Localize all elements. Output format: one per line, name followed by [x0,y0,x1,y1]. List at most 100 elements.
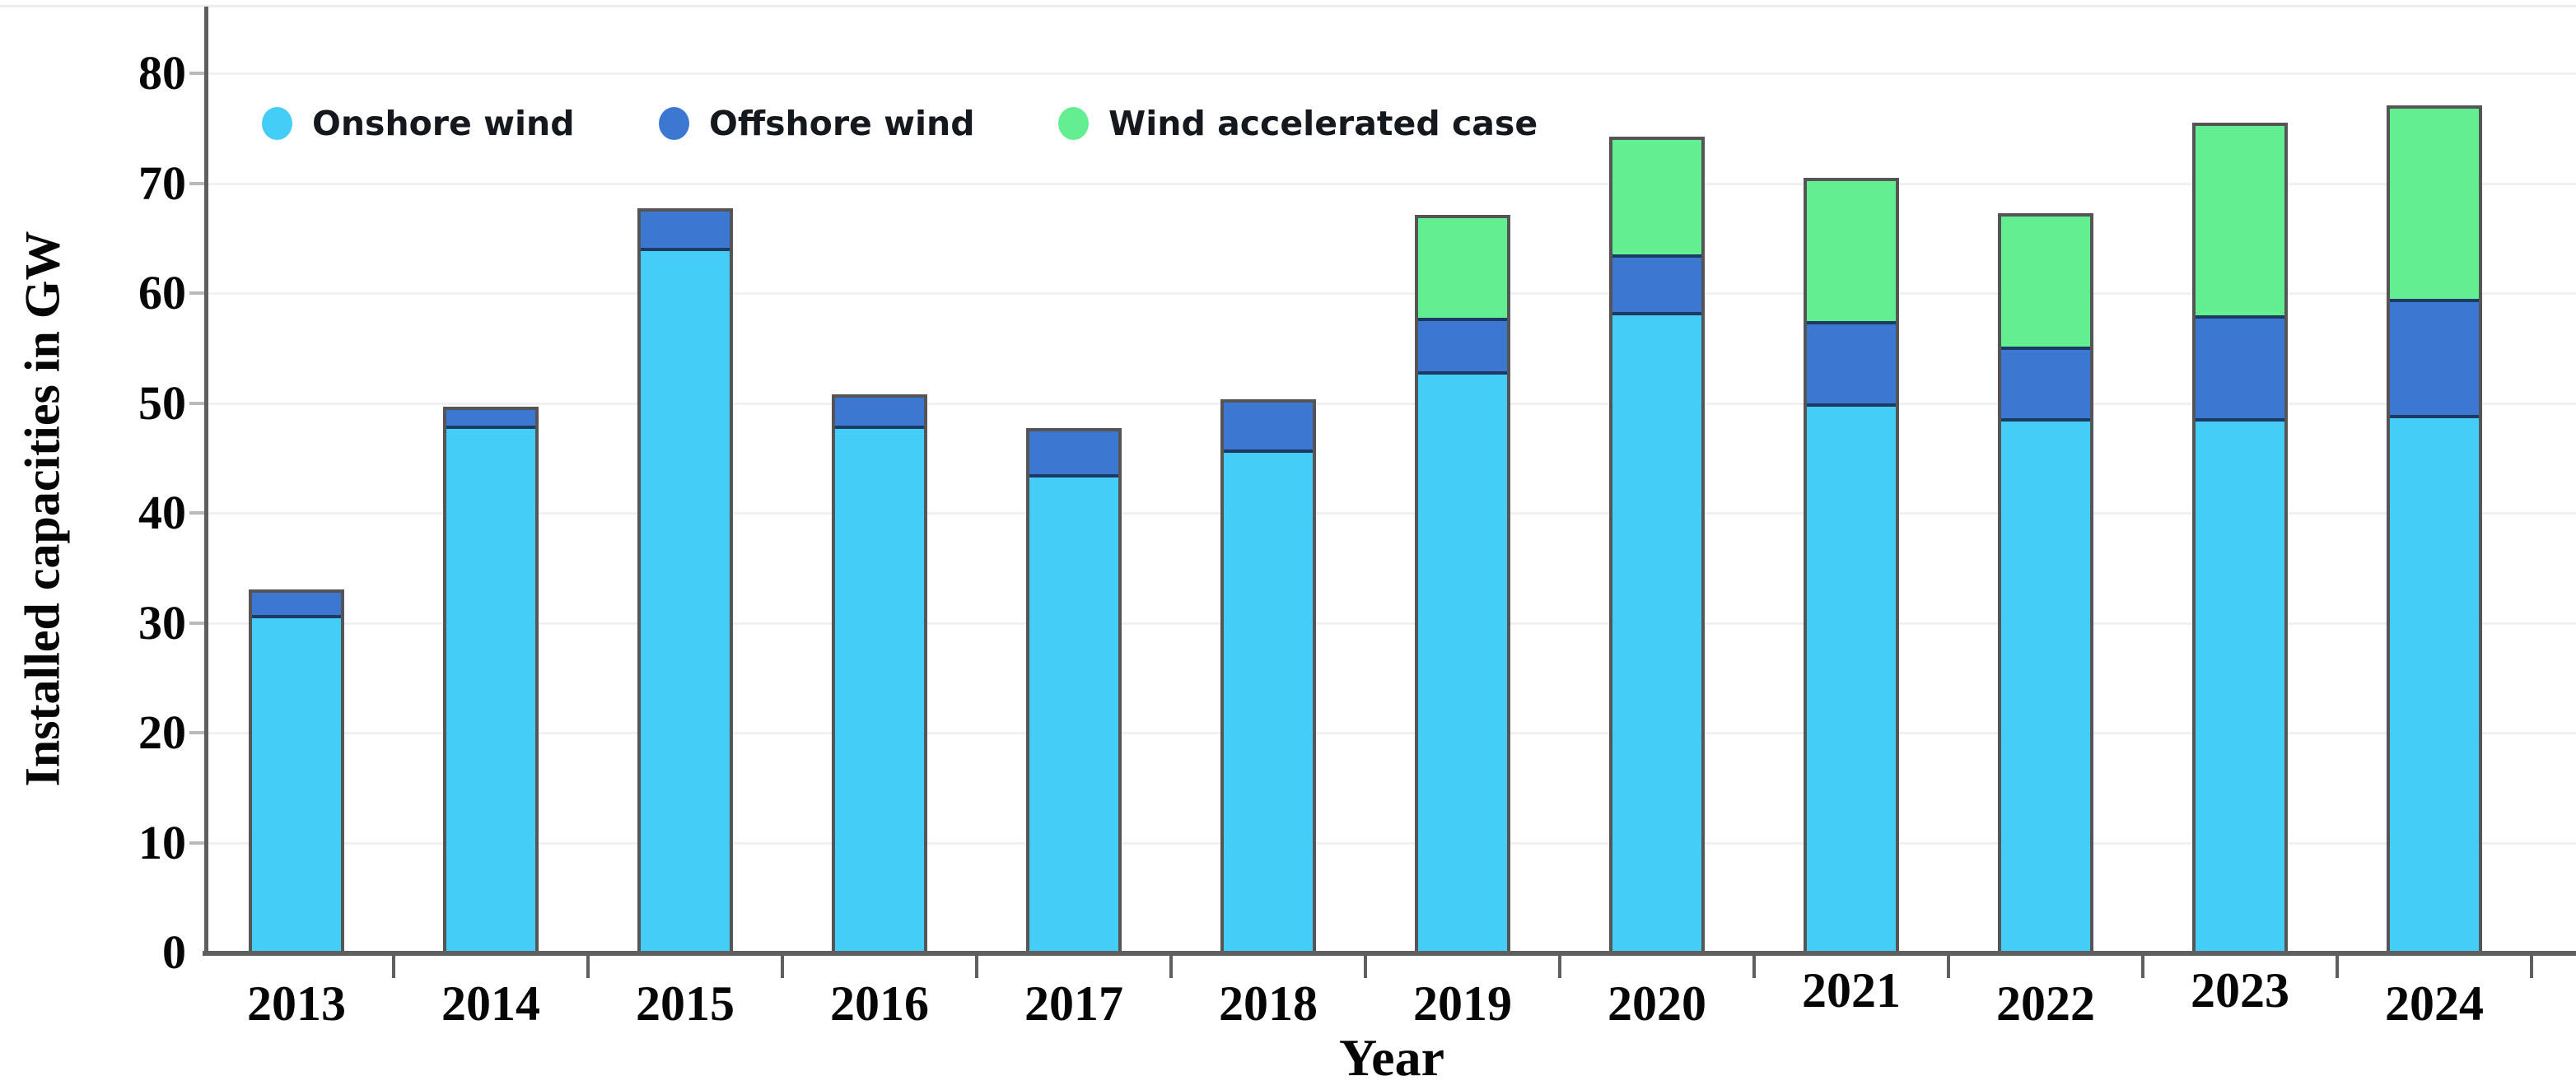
gridline-30 [206,622,2576,625]
gridline-40 [206,512,2576,515]
bar-segment-2022-onshore-wind [2001,417,2090,953]
x-axis-spine [203,951,2576,956]
x-tick-mark-2024 [2530,956,2533,978]
x-tick-label-2023: 2023 [2191,963,2289,1018]
bar-segment-2013-onshore-wind [252,614,341,953]
x-tick-mark-2017 [1169,956,1173,978]
y-tick-mark-60 [189,291,205,295]
bar-segment-2023-offshore-wind [2196,314,2284,418]
bar-segment-2014-onshore-wind [446,426,535,953]
bar-segment-2019-offshore-wind [1418,318,1507,371]
x-tick-mark-2021 [1947,956,1950,978]
y-tick-label-10: 10 [138,815,186,869]
legend-label-wind-accelerated-case: Wind accelerated case [1108,104,1538,143]
bar-2013 [249,589,344,953]
x-tick-label-2014: 2014 [441,976,540,1031]
bar-segment-2015-offshore-wind [641,212,730,248]
offshore-wind-legend-dot-icon [659,107,689,140]
x-tick-label-2024: 2024 [2385,976,2484,1031]
y-tick-mark-10 [189,841,205,845]
bar-segment-2021-offshore-wind [1807,320,1896,404]
legend-item-offshore-wind: Offshore wind [659,100,975,147]
bar-segment-2017-onshore-wind [1029,473,1118,953]
bar-segment-2018-offshore-wind [1224,403,1313,450]
bar-segment-2015-onshore-wind [641,247,730,953]
bar-segment-2024-onshore-wind [2390,414,2479,953]
y-tick-label-70: 70 [138,156,186,210]
y-tick-label-50: 50 [138,375,186,430]
y-tick-label-40: 40 [138,486,186,539]
bar-segment-2021-onshore-wind [1807,403,1896,953]
x-tick-label-2013: 2013 [247,976,346,1031]
legend-label-offshore-wind: Offshore wind [709,104,975,143]
x-axis-title: Year [1339,1028,1444,1087]
bar-segment-2014-offshore-wind [446,409,535,426]
bar-2014 [443,406,539,953]
y-axis-title: Installed capacities in GW [15,231,70,787]
y-tick-mark-40 [189,511,205,515]
bar-2021 [1804,177,1899,953]
x-tick-label-2020: 2020 [1608,976,1706,1031]
y-tick-label-30: 30 [138,595,186,650]
x-tick-label-2015: 2015 [636,976,735,1031]
onshore-wind-legend-dot-icon [262,107,292,140]
x-tick-label-2021: 2021 [1802,963,1901,1018]
bar-segment-2023-onshore-wind [2196,417,2284,953]
bar-segment-2017-offshore-wind [1029,431,1118,474]
x-tick-mark-2013 [392,956,395,978]
legend-label-onshore-wind: Onshore wind [312,104,575,143]
legend-item-onshore-wind: Onshore wind [262,100,575,147]
bar-segment-2020-onshore-wind [1612,311,1701,953]
x-tick-mark-2020 [1752,956,1756,978]
y-tick-mark-70 [189,181,205,185]
bar-segment-2022-wind-accelerated-case [2001,216,2090,347]
bar-2022 [1998,212,2093,953]
bar-segment-2024-offshore-wind [2390,298,2479,415]
x-tick-mark-2016 [975,956,978,978]
x-tick-mark-2015 [781,956,784,978]
y-tick-label-60: 60 [138,266,186,319]
bar-segment-2019-wind-accelerated-case [1418,218,1507,319]
bar-segment-2020-wind-accelerated-case [1612,140,1701,254]
gridline-70 [206,182,2576,185]
bar-segment-2020-offshore-wind [1612,254,1701,312]
x-tick-label-2017: 2017 [1024,976,1123,1031]
y-tick-mark-80 [189,72,205,75]
y-tick-mark-50 [189,401,205,405]
x-tick-label-2019: 2019 [1413,976,1512,1031]
gridline-80 [206,72,2576,75]
bar-segment-2019-onshore-wind [1418,370,1507,953]
x-tick-mark-2019 [1558,956,1561,978]
gridline-20 [206,732,2576,734]
bar-2019 [1415,215,1510,953]
bar-2023 [2192,123,2288,953]
bar-2017 [1026,428,1122,953]
bar-segment-2024-wind-accelerated-case [2390,108,2479,299]
x-tick-label-2016: 2016 [830,976,929,1031]
bar-segment-2021-wind-accelerated-case [1807,180,1896,321]
bar-segment-2013-offshore-wind [252,593,341,615]
bar-segment-2016-offshore-wind [835,397,924,426]
bar-segment-2022-offshore-wind [2001,346,2090,418]
gridline-60 [206,292,2576,295]
y-axis-spine [204,7,208,955]
x-tick-label-2018: 2018 [1219,976,1318,1031]
y-tick-label-20: 20 [138,706,186,759]
y-tick-mark-20 [189,731,205,734]
wind-accelerated-case-legend-dot-icon [1058,107,1089,140]
y-tick-label-80: 80 [138,46,186,100]
x-tick-mark-2014 [586,956,590,978]
y-tick-mark-30 [189,621,205,625]
bar-2018 [1220,399,1316,953]
x-tick-mark-2023 [2336,956,2339,978]
bar-segment-2023-wind-accelerated-case [2196,126,2284,315]
top-border-rule [0,5,2576,7]
x-tick-mark-2022 [2141,956,2144,978]
x-tick-label-2022: 2022 [1996,976,2095,1031]
gridline-50 [206,402,2576,405]
bar-segment-2018-onshore-wind [1224,450,1313,953]
x-tick-mark-2018 [1364,956,1367,978]
bar-2020 [1609,137,1705,953]
